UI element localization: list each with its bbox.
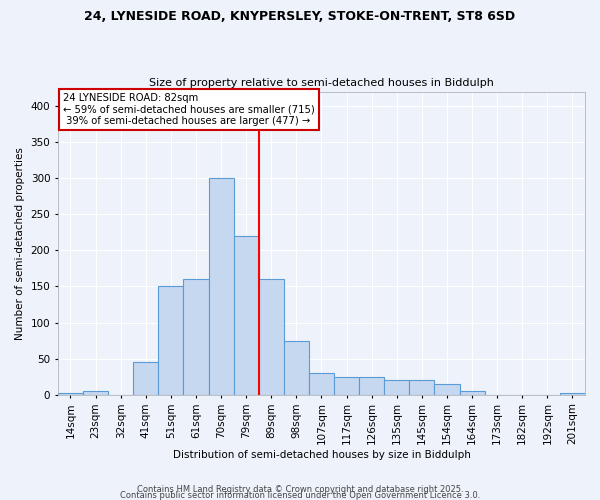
X-axis label: Distribution of semi-detached houses by size in Biddulph: Distribution of semi-detached houses by …	[173, 450, 470, 460]
Bar	[83, 391, 108, 394]
Bar	[259, 279, 284, 394]
Bar	[158, 286, 184, 395]
Bar	[359, 376, 384, 394]
Bar	[309, 373, 334, 394]
Text: 24 LYNESIDE ROAD: 82sqm
← 59% of semi-detached houses are smaller (715)
 39% of : 24 LYNESIDE ROAD: 82sqm ← 59% of semi-de…	[63, 93, 315, 126]
Bar	[560, 393, 585, 394]
Bar	[384, 380, 409, 394]
Text: Contains public sector information licensed under the Open Government Licence 3.: Contains public sector information licen…	[120, 490, 480, 500]
Bar	[409, 380, 434, 394]
Bar	[133, 362, 158, 394]
Bar	[233, 236, 259, 394]
Bar	[434, 384, 460, 394]
Bar	[284, 340, 309, 394]
Y-axis label: Number of semi-detached properties: Number of semi-detached properties	[15, 146, 25, 340]
Text: 24, LYNESIDE ROAD, KNYPERSLEY, STOKE-ON-TRENT, ST8 6SD: 24, LYNESIDE ROAD, KNYPERSLEY, STOKE-ON-…	[85, 10, 515, 23]
Text: Contains HM Land Registry data © Crown copyright and database right 2025.: Contains HM Land Registry data © Crown c…	[137, 484, 463, 494]
Bar	[58, 393, 83, 394]
Bar	[460, 391, 485, 394]
Bar	[334, 376, 359, 394]
Bar	[209, 178, 233, 394]
Bar	[184, 279, 209, 394]
Title: Size of property relative to semi-detached houses in Biddulph: Size of property relative to semi-detach…	[149, 78, 494, 88]
